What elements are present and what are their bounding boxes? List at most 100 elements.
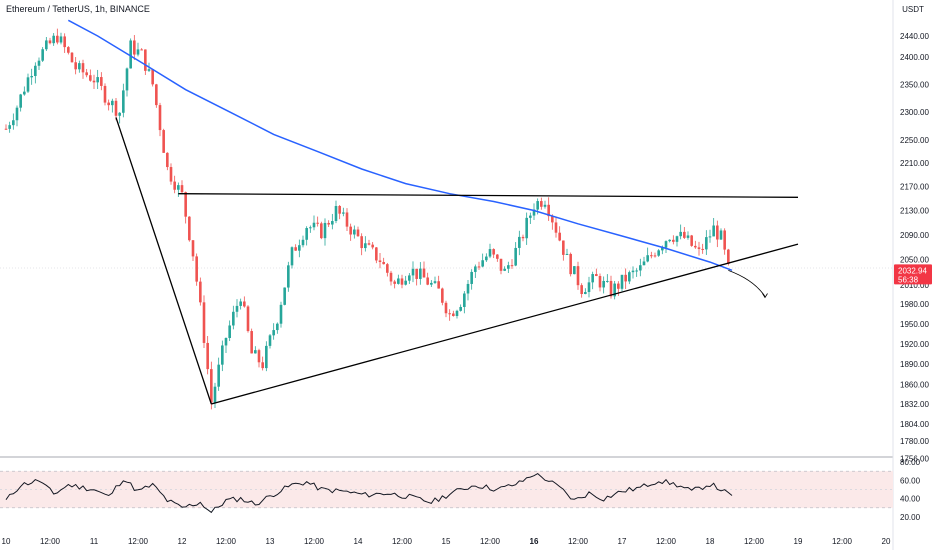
price-tick-label: 2350.00	[900, 80, 929, 89]
candle-up	[279, 304, 283, 324]
candle-up	[334, 206, 338, 222]
price-tick-label: 1950.00	[900, 320, 929, 329]
candle-up	[529, 215, 532, 218]
rsi-pane	[0, 470, 893, 514]
candle-down	[316, 222, 319, 224]
candle-up	[661, 247, 664, 251]
candle-down	[70, 52, 74, 63]
candle-down	[48, 40, 52, 44]
candle-up	[59, 36, 63, 43]
time-tick-label: 12:00	[216, 537, 237, 546]
candle-up	[463, 293, 466, 307]
price-tick-label: 2250.00	[900, 136, 929, 145]
candle-down	[250, 331, 253, 354]
candle-up	[719, 230, 723, 240]
candle-down	[180, 185, 184, 193]
candle-up	[481, 260, 484, 267]
candle-down	[327, 222, 330, 225]
candle-up	[298, 245, 301, 251]
time-tick-label: 12	[178, 537, 187, 546]
candle-down	[360, 236, 363, 249]
candle-up	[397, 278, 400, 284]
price-tick-label: 2400.00	[900, 53, 929, 62]
candle-up	[474, 266, 477, 272]
candle-up	[12, 120, 15, 126]
candle-down	[367, 243, 371, 245]
pane-backgrounds	[0, 0, 894, 550]
candle-up	[433, 281, 437, 283]
candle-down	[426, 277, 429, 285]
candle-down	[188, 216, 191, 241]
candle-down	[393, 281, 396, 284]
candle-down	[672, 239, 675, 242]
price-tick-label: 2130.00	[900, 206, 929, 215]
candle-up	[404, 280, 407, 285]
price-tick-label: 2440.00	[900, 32, 929, 41]
candle-down	[81, 63, 85, 73]
candle-up	[628, 272, 631, 282]
candle-down	[158, 105, 162, 131]
price-tick-label: 2300.00	[900, 108, 929, 117]
price-axis[interactable]: USDT 2440.00 2400.00 2350.00 2300.00 2250.00 2…	[900, 5, 929, 522]
candle-down	[701, 248, 704, 250]
candle-down	[580, 285, 583, 295]
candle-down	[716, 225, 719, 240]
candle-up	[287, 265, 290, 288]
candle-up	[213, 386, 217, 403]
candle-up	[419, 268, 422, 279]
time-axis[interactable]: 10 12:00 11 12:00 12 12:00 13 12:00 14 12:00 15 12:…	[2, 537, 891, 546]
candle-up	[573, 266, 576, 275]
symbol-title: Ethereum / TetherUS, 1h, BINANCE	[6, 4, 150, 14]
price-tick-label: 1920.00	[900, 340, 929, 349]
price-tick-label: 1980.00	[900, 300, 929, 309]
candle-up	[565, 253, 569, 255]
candle-down	[169, 167, 173, 182]
candle-down	[103, 85, 107, 103]
candle-down	[356, 229, 360, 237]
price-tick-label: 2090.00	[900, 231, 929, 240]
price-tick-label: 2050.00	[900, 256, 929, 265]
candle-up	[78, 63, 81, 70]
candle-up	[239, 301, 242, 306]
time-tick-label: 12:00	[568, 537, 589, 546]
candle-up	[364, 243, 367, 249]
price-tick-label: 2210.00	[900, 159, 929, 168]
rsi-line	[5, 472, 733, 514]
candle-down	[569, 253, 572, 275]
candle-down	[624, 274, 627, 282]
candle-down	[261, 362, 264, 369]
candle-up	[712, 225, 715, 237]
candle-down	[184, 192, 187, 217]
trendline	[115, 117, 212, 405]
candle-up	[45, 40, 48, 50]
candle-down	[257, 350, 261, 363]
candle-down	[576, 266, 580, 286]
rsi-tick-label: 40.00	[900, 495, 921, 504]
candle-up	[265, 345, 268, 369]
candle-up	[705, 237, 708, 250]
candle-down	[166, 152, 169, 168]
candle-up	[686, 235, 690, 238]
candle-up	[323, 222, 327, 239]
trendline	[178, 193, 799, 198]
candle-down	[386, 264, 389, 273]
candle-up	[232, 311, 235, 326]
candle-up	[111, 100, 114, 106]
candle-down	[441, 288, 444, 303]
price-tick-label: 1832.00	[900, 400, 929, 409]
candle-up	[283, 287, 286, 305]
candle-up	[525, 217, 528, 239]
candlesticks	[4, 28, 730, 410]
candle-down	[74, 62, 77, 70]
candle-down	[206, 342, 209, 370]
candle-down	[375, 247, 378, 261]
candle-up	[646, 255, 649, 262]
time-tick-label: 12:00	[304, 537, 325, 546]
time-tick-label: 18	[706, 537, 715, 546]
candle-up	[708, 236, 712, 238]
candle-down	[246, 306, 250, 332]
candle-down	[89, 75, 92, 81]
candle-down	[382, 261, 385, 265]
